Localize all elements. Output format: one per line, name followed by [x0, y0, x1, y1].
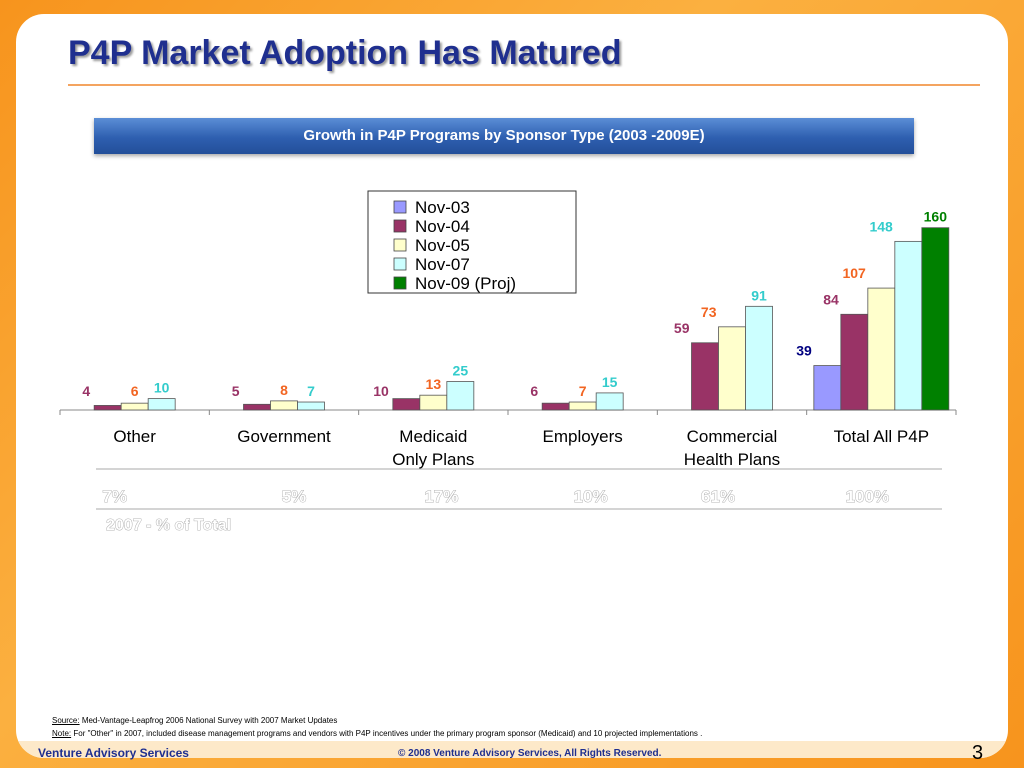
legend-label: Nov-09 (Proj) [415, 274, 516, 293]
bar-nov-07-5 [894, 240, 923, 411]
share-2007-value: 17% [424, 487, 458, 506]
data-label: 107 [842, 265, 866, 281]
category-label: Commercial [687, 427, 778, 446]
data-label: 59 [674, 320, 690, 336]
bar-nov-04-3 [541, 402, 570, 411]
bar-nov-05-4 [718, 326, 746, 411]
legend-swatch [393, 219, 407, 233]
bar-nov-04-2 [392, 398, 421, 411]
legend-label: Nov-03 [415, 198, 470, 217]
category-label: Total All P4P [834, 427, 929, 446]
bar-nov-05-0 [120, 402, 149, 411]
bar-nov-07-2 [446, 381, 475, 411]
share-2007-value: 61% [701, 487, 735, 506]
category-label: Government [237, 427, 331, 446]
slide-title: P4P Market Adoption Has Matured [68, 34, 622, 72]
data-label: 7 [307, 383, 315, 399]
data-label: 91 [751, 287, 767, 303]
share-2007-value: 100% [846, 487, 889, 506]
bar-nov-07-1 [297, 401, 325, 411]
share-row-label: 2007 - % of Total [106, 517, 231, 534]
share-2007-value: 5% [282, 487, 307, 506]
bar-nov-05-2 [419, 394, 448, 411]
bar-nov-05-5 [867, 287, 896, 411]
legend-label: Nov-07 [415, 255, 470, 274]
bar-nov-07-4 [745, 305, 773, 411]
bar-nov-07-3 [595, 392, 624, 411]
data-label: 13 [426, 376, 442, 392]
bar-nov-09-proj--5 [921, 227, 950, 411]
data-label: 84 [823, 291, 839, 307]
category-label: Only Plans [392, 450, 474, 469]
data-label: 160 [924, 209, 948, 225]
data-label: 4 [82, 383, 90, 399]
chart-banner: Growth in P4P Programs by Sponsor Type (… [94, 118, 914, 154]
bar-nov-04-0 [93, 405, 122, 411]
data-label: 73 [701, 304, 717, 320]
data-label: 5 [232, 383, 240, 399]
data-label: 6 [530, 383, 538, 399]
data-label: 8 [280, 382, 288, 398]
source-line: Source: Med-Vantage-Leapfrog 2006 Nation… [52, 714, 702, 727]
source-text: Med-Vantage-Leapfrog 2006 National Surve… [81, 716, 338, 725]
data-label: 7 [579, 383, 587, 399]
data-label: 6 [131, 383, 139, 399]
title-divider [68, 84, 980, 86]
note-line: Note: For "Other" in 2007, included dise… [52, 727, 702, 740]
legend-swatch [393, 257, 407, 271]
note-label: Note: [52, 729, 72, 738]
data-label: 25 [453, 363, 469, 379]
bar-nov-04-1 [243, 403, 271, 411]
category-label: Health Plans [684, 450, 780, 469]
data-label: 15 [602, 374, 618, 390]
legend-label: Nov-05 [415, 236, 470, 255]
bar-nov-05-1 [270, 400, 298, 411]
footer-bar [16, 741, 1008, 758]
category-label: Employers [543, 427, 623, 446]
legend-swatch [393, 200, 407, 214]
legend-swatch [393, 276, 407, 290]
category-label: Medicaid [399, 427, 467, 446]
footer-company: Venture Advisory Services [38, 746, 189, 760]
bar-nov-05-3 [568, 401, 597, 411]
page-number: 3 [972, 742, 984, 764]
slide: P4P Market Adoption Has Matured Growth i… [16, 14, 1008, 758]
category-label: Other [113, 427, 156, 446]
data-label: 148 [869, 218, 893, 234]
source-label: Source: [52, 716, 80, 725]
note-text: For "Other" in 2007, included disease ma… [73, 729, 703, 738]
data-label: 10 [154, 380, 170, 396]
legend-swatch [393, 238, 407, 252]
bar-nov-04-4 [691, 342, 719, 411]
data-label: 39 [796, 343, 812, 359]
bar-nov-07-0 [147, 398, 176, 411]
legend-label: Nov-04 [415, 217, 470, 236]
footer-copyright: © 2008 Venture Advisory Services, All Ri… [398, 748, 662, 759]
share-2007-value: 10% [574, 487, 608, 506]
share-2007-value: 7% [102, 487, 127, 506]
data-label: 10 [373, 383, 389, 399]
bar-chart: 4 6 10 Other 7% 5 8 7 Government 5% 10 13 25 Medicaid… [59, 190, 957, 534]
bar-nov-03-5 [813, 365, 842, 411]
bar-nov-04-5 [840, 313, 869, 411]
source-notes: Source: Med-Vantage-Leapfrog 2006 Nation… [52, 714, 702, 740]
